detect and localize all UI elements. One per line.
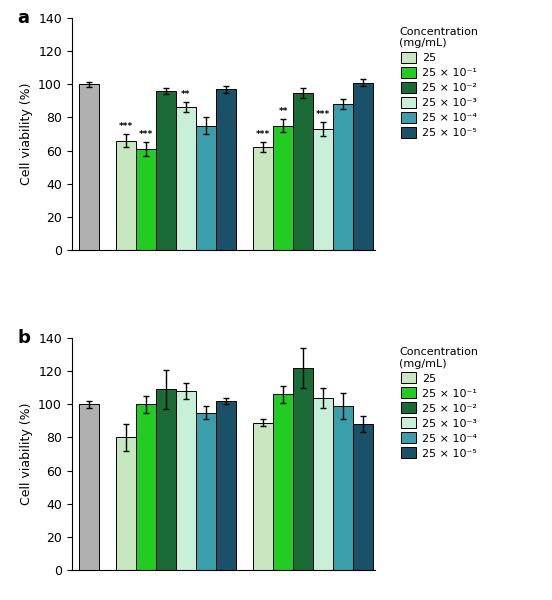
Bar [333,406,353,570]
Bar [216,401,236,570]
Text: ***: *** [256,130,270,139]
Text: **: ** [181,90,190,99]
Bar [353,83,373,250]
Bar [216,89,236,250]
Y-axis label: Cell viability (%): Cell viability (%) [20,403,33,505]
Bar [273,125,293,250]
Legend: 25, 25 × 10⁻¹, 25 × 10⁻², 25 × 10⁻³, 25 × 10⁻⁴, 25 × 10⁻⁵: 25, 25 × 10⁻¹, 25 × 10⁻², 25 × 10⁻³, 25 … [396,344,482,462]
Text: b: b [17,329,30,347]
Bar [293,368,314,570]
Bar [176,391,196,570]
Bar [293,92,314,250]
Bar [333,104,353,250]
Bar [196,125,216,250]
Bar [156,389,176,570]
Bar [176,107,196,250]
Bar [136,404,156,570]
Text: a: a [17,9,29,27]
Text: ***: *** [316,110,331,119]
Bar [253,422,273,570]
Bar [253,147,273,250]
Bar [273,394,293,570]
Text: ***: *** [139,130,153,139]
Text: ***: *** [119,122,133,131]
Y-axis label: Cell viability (%): Cell viability (%) [20,83,33,185]
Bar [116,140,136,250]
Bar [79,404,99,570]
Bar [196,413,216,570]
Bar [136,149,156,250]
Bar [116,437,136,570]
Bar [314,398,333,570]
Bar [156,91,176,250]
Bar [79,84,99,250]
Text: **: ** [278,107,288,116]
Legend: 25, 25 × 10⁻¹, 25 × 10⁻², 25 × 10⁻³, 25 × 10⁻⁴, 25 × 10⁻⁵: 25, 25 × 10⁻¹, 25 × 10⁻², 25 × 10⁻³, 25 … [396,23,482,142]
Bar [314,129,333,250]
Bar [353,424,373,570]
